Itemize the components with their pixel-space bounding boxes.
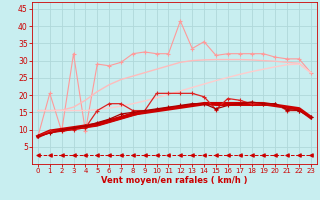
X-axis label: Vent moyen/en rafales ( km/h ): Vent moyen/en rafales ( km/h ) xyxy=(101,176,248,185)
